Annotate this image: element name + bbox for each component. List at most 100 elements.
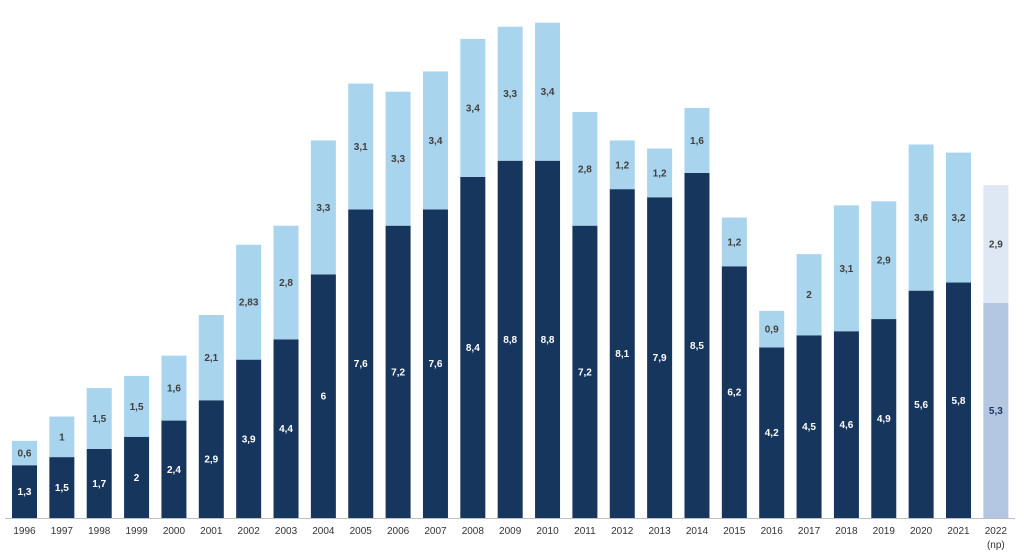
x-tick-label-2002: 2002 (238, 526, 261, 537)
bar-segment-s1-2016 (759, 347, 785, 518)
bar-segment-s2-2017 (796, 254, 822, 336)
data-label-s2-2014: 1,6 (690, 136, 704, 147)
data-label-s1-2000: 2,4 (167, 465, 181, 476)
bar-segment-s2-2005 (348, 83, 374, 210)
data-label-s2-2002: 2,83 (239, 298, 259, 309)
bar-segment-s1-2020 (908, 290, 934, 518)
x-tick-sublabel-2022: (np) (987, 540, 1005, 551)
bar-segment-s1-2005 (348, 209, 374, 518)
x-tick-label-1996: 1996 (13, 526, 36, 537)
bar-segment-s1-2000 (161, 420, 187, 518)
data-label-s1-2007: 7,6 (429, 359, 443, 370)
data-label-s1-1996: 1,3 (18, 487, 32, 498)
data-label-s1-2012: 8,1 (615, 349, 629, 360)
bar-segment-s1-2021 (946, 282, 971, 518)
x-tick-label-2005: 2005 (350, 526, 373, 537)
x-tick-label-2021: 2021 (947, 526, 970, 537)
bar-segment-s2-2000 (161, 355, 187, 421)
data-label-s1-2022: 5,3 (989, 406, 1003, 417)
bars-layer: 1,3 0,6 1,5 1 1,7 1,5 2 1,5 2,4 1,6 2,9 2,1 3,9 2,83 4… (12, 22, 1009, 518)
x-tick-label-2022: 2022 (985, 526, 1008, 537)
data-label-s2-2011: 2,8 (578, 164, 592, 175)
x-axis-tick-labels: 1996 1997 1998 1999 2000 2001 2002 2003 2004 2005… (13, 526, 1007, 551)
bar-segment-s2-1998 (86, 388, 112, 449)
bar-segment-s1-1999 (124, 436, 150, 518)
bar-segment-s1-2022 (983, 302, 1009, 518)
data-label-s2-2005: 3,1 (354, 142, 368, 153)
bar-segment-s1-2017 (796, 335, 822, 518)
x-tick-label-2019: 2019 (873, 526, 896, 537)
bar-segment-s2-1996 (12, 440, 37, 466)
bar-segment-s2-2019 (871, 201, 897, 320)
data-label-s1-2021: 5,8 (952, 396, 966, 407)
bar-segment-s2-2008 (460, 38, 486, 177)
data-label-s1-2013: 7,9 (653, 353, 667, 364)
bar-segment-s2-2018 (833, 205, 859, 332)
bar-segment-s1-2019 (871, 319, 897, 518)
bar-segment-s2-2006 (385, 91, 411, 226)
data-label-s2-2010: 3,4 (541, 87, 555, 98)
x-tick-label-2018: 2018 (835, 526, 858, 537)
x-tick-label-2007: 2007 (424, 526, 447, 537)
data-label-s2-2013: 1,2 (653, 168, 667, 179)
data-label-s1-2014: 8,5 (690, 341, 704, 352)
data-label-s1-2017: 4,5 (802, 422, 816, 433)
x-tick-label-2016: 2016 (761, 526, 784, 537)
data-label-s1-2020: 5,6 (914, 400, 928, 411)
bar-segment-s1-2015 (721, 266, 747, 518)
bar-segment-s1-2013 (647, 197, 673, 518)
data-label-s2-2000: 1,6 (167, 384, 181, 395)
data-label-s1-2006: 7,2 (391, 367, 405, 378)
bar-segment-s2-2010 (535, 22, 561, 161)
x-tick-label-2010: 2010 (536, 526, 559, 537)
data-label-s1-2003: 4,4 (279, 424, 293, 435)
bar-segment-s1-1996 (12, 465, 37, 518)
data-label-s1-2019: 4,9 (877, 414, 891, 425)
data-label-s2-2004: 3,3 (316, 203, 330, 214)
bar-segment-s2-2021 (946, 152, 971, 283)
bar-segment-s2-2016 (759, 310, 785, 348)
bar-segment-s2-2002 (236, 244, 262, 360)
x-tick-label-2006: 2006 (387, 526, 410, 537)
bar-segment-s2-1999 (124, 375, 150, 437)
data-label-s2-2016: 0,9 (765, 325, 779, 336)
data-label-s1-2005: 7,6 (354, 359, 368, 370)
data-label-s2-2019: 2,9 (877, 256, 891, 267)
data-label-s2-2021: 3,2 (952, 213, 966, 224)
x-tick-label-2001: 2001 (200, 526, 223, 537)
data-label-s1-2015: 6,2 (727, 388, 741, 399)
data-label-s2-2003: 2,8 (279, 278, 293, 289)
data-label-s1-1997: 1,5 (55, 483, 69, 494)
x-tick-label-1999: 1999 (125, 526, 148, 537)
data-label-s1-2010: 8,8 (541, 335, 555, 346)
bar-segment-s2-2013 (647, 148, 673, 198)
x-tick-label-2004: 2004 (312, 526, 335, 537)
bar-segment-s2-2011 (572, 112, 598, 226)
bar-segment-s2-2014 (684, 107, 710, 173)
bar-segment-s2-2001 (198, 315, 224, 401)
x-tick-label-1998: 1998 (88, 526, 111, 537)
bar-segment-s1-2001 (198, 400, 224, 518)
data-label-s2-2009: 3,3 (503, 89, 517, 100)
bar-segment-s1-2009 (497, 160, 523, 518)
bar-segment-s2-2009 (497, 26, 523, 161)
bar-segment-s1-2012 (609, 189, 635, 518)
x-tick-label-2003: 2003 (275, 526, 298, 537)
bar-segment-s1-2014 (684, 172, 710, 518)
x-tick-label-2017: 2017 (798, 526, 821, 537)
bar-segment-s1-2002 (236, 359, 262, 518)
bar-segment-s1-2011 (572, 225, 598, 518)
data-label-s1-2011: 7,2 (578, 367, 592, 378)
bar-segment-s1-2018 (833, 331, 859, 518)
data-label-s2-2006: 3,3 (391, 154, 405, 165)
data-label-s1-1999: 2 (134, 473, 140, 484)
data-label-s1-2001: 2,9 (204, 455, 218, 466)
bar-segment-s1-2010 (535, 160, 561, 518)
bar-segment-s1-2006 (385, 225, 411, 518)
x-tick-label-2013: 2013 (648, 526, 671, 537)
bar-segment-s1-1997 (49, 457, 75, 518)
x-tick-label-2020: 2020 (910, 526, 933, 537)
data-label-s1-2004: 6 (321, 392, 327, 403)
data-label-s2-1996: 0,6 (18, 449, 32, 460)
